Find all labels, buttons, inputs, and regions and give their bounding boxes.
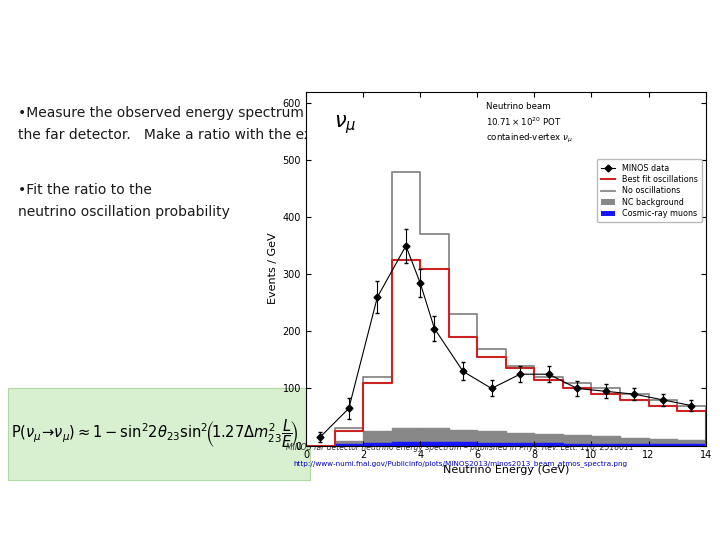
- Best fit oscillations: [644, 402, 653, 409]
- Line: Best fit oscillations: Best fit oscillations: [306, 260, 706, 445]
- No oscillations: [701, 402, 710, 409]
- No oscillations: [644, 396, 653, 403]
- Text: •Fit the ratio to the: •Fit the ratio to the: [18, 183, 152, 197]
- Best fit oscillations: [587, 391, 595, 397]
- Best fit oscillations: [359, 428, 367, 435]
- Best fit oscillations: [672, 402, 681, 409]
- No oscillations: [672, 396, 681, 403]
- Best fit oscillations: [587, 385, 595, 392]
- No oscillations: [359, 374, 367, 380]
- Text: Brandon Eberly, University of Pittsburgh: Brandon Eberly, University of Pittsburgh: [269, 515, 451, 524]
- No oscillations: [387, 168, 396, 175]
- No oscillations: [330, 442, 339, 449]
- Best fit oscillations: [530, 365, 539, 372]
- No oscillations: [701, 442, 710, 449]
- No oscillations: [473, 345, 482, 352]
- Best fit oscillations: [387, 380, 396, 386]
- Best fit oscillations: [416, 265, 425, 272]
- No oscillations: [501, 345, 510, 352]
- Best fit oscillations: [473, 334, 482, 340]
- No oscillations: [672, 402, 681, 409]
- Legend: MINOS data, Best fit oscillations, No oscillations, NC background, Cosmic-ray mu: MINOS data, Best fit oscillations, No os…: [597, 159, 701, 222]
- No oscillations: [387, 374, 396, 380]
- Text: http://www-numi.fnal.gov/PublicInfo/plots/MINOS2013/minos2013_beam_atmos_spectra: http://www-numi.fnal.gov/PublicInfo/plot…: [293, 460, 627, 467]
- Text: Neutrino beam
$10.71\times 10^{20}$ POT
contained-vertex $\nu_\mu$: Neutrino beam $10.71\times 10^{20}$ POT …: [486, 103, 572, 145]
- Text: the far detector.   Make a ratio with the expected spectrum: the far detector. Make a ratio with the …: [18, 129, 430, 143]
- Best fit oscillations: [359, 380, 367, 386]
- Best fit oscillations: [387, 257, 396, 264]
- FancyBboxPatch shape: [8, 388, 310, 480]
- No oscillations: [330, 425, 339, 431]
- No oscillations: [559, 380, 567, 386]
- Best fit oscillations: [330, 442, 339, 449]
- No oscillations: [616, 385, 624, 392]
- No oscillations: [559, 374, 567, 380]
- Text: Fermilab Joint Experimental-Theoretical Seminar: Fermilab Joint Experimental-Theoretical …: [11, 515, 230, 524]
- Text: 5: 5: [701, 513, 709, 526]
- No oscillations: [587, 385, 595, 392]
- Best fit oscillations: [559, 385, 567, 392]
- No oscillations: [587, 380, 595, 386]
- Text: Oscillation Parameter Measurement: Oscillation Parameter Measurement: [25, 26, 523, 55]
- Best fit oscillations: [444, 334, 453, 340]
- No oscillations: [444, 231, 453, 238]
- No oscillations: [530, 374, 539, 380]
- Text: MINOS far detector neutrino energy spectrum – published in Phys. Rev. Lett. 110,: MINOS far detector neutrino energy spect…: [286, 443, 634, 452]
- No oscillations: [359, 425, 367, 431]
- X-axis label: Neutrino Energy (GeV): Neutrino Energy (GeV): [443, 464, 569, 475]
- Best fit oscillations: [501, 365, 510, 372]
- No oscillations: [616, 391, 624, 397]
- Best fit oscillations: [616, 396, 624, 403]
- Best fit oscillations: [416, 257, 425, 264]
- Best fit oscillations: [559, 377, 567, 383]
- No oscillations: [501, 362, 510, 369]
- No oscillations: [644, 391, 653, 397]
- Best fit oscillations: [530, 377, 539, 383]
- Best fit oscillations: [701, 442, 710, 449]
- Best fit oscillations: [501, 354, 510, 360]
- Best fit oscillations: [302, 442, 310, 449]
- Best fit oscillations: [672, 408, 681, 415]
- Line: No oscillations: No oscillations: [306, 172, 706, 445]
- No oscillations: [416, 168, 425, 175]
- No oscillations: [302, 442, 310, 449]
- Text: $\nu_\mu$: $\nu_\mu$: [334, 113, 356, 136]
- Text: •Measure the observed energy spectrum for a neutrino flavor at: •Measure the observed energy spectrum fo…: [18, 106, 466, 120]
- Text: neutrino oscillation probability: neutrino oscillation probability: [18, 205, 230, 219]
- Best fit oscillations: [444, 265, 453, 272]
- Best fit oscillations: [701, 408, 710, 415]
- Best fit oscillations: [616, 391, 624, 397]
- No oscillations: [473, 311, 482, 318]
- No oscillations: [444, 311, 453, 318]
- No oscillations: [416, 231, 425, 238]
- Text: $\mathrm{P}(\nu_\mu \!\rightarrow\! \nu_\mu) \approx 1 - \sin^2\!2\theta_{23} \s: $\mathrm{P}(\nu_\mu \!\rightarrow\! \nu_…: [12, 417, 299, 450]
- Best fit oscillations: [473, 354, 482, 360]
- Y-axis label: Events / GeV: Events / GeV: [269, 233, 279, 305]
- Best fit oscillations: [644, 396, 653, 403]
- Best fit oscillations: [330, 428, 339, 435]
- No oscillations: [530, 362, 539, 369]
